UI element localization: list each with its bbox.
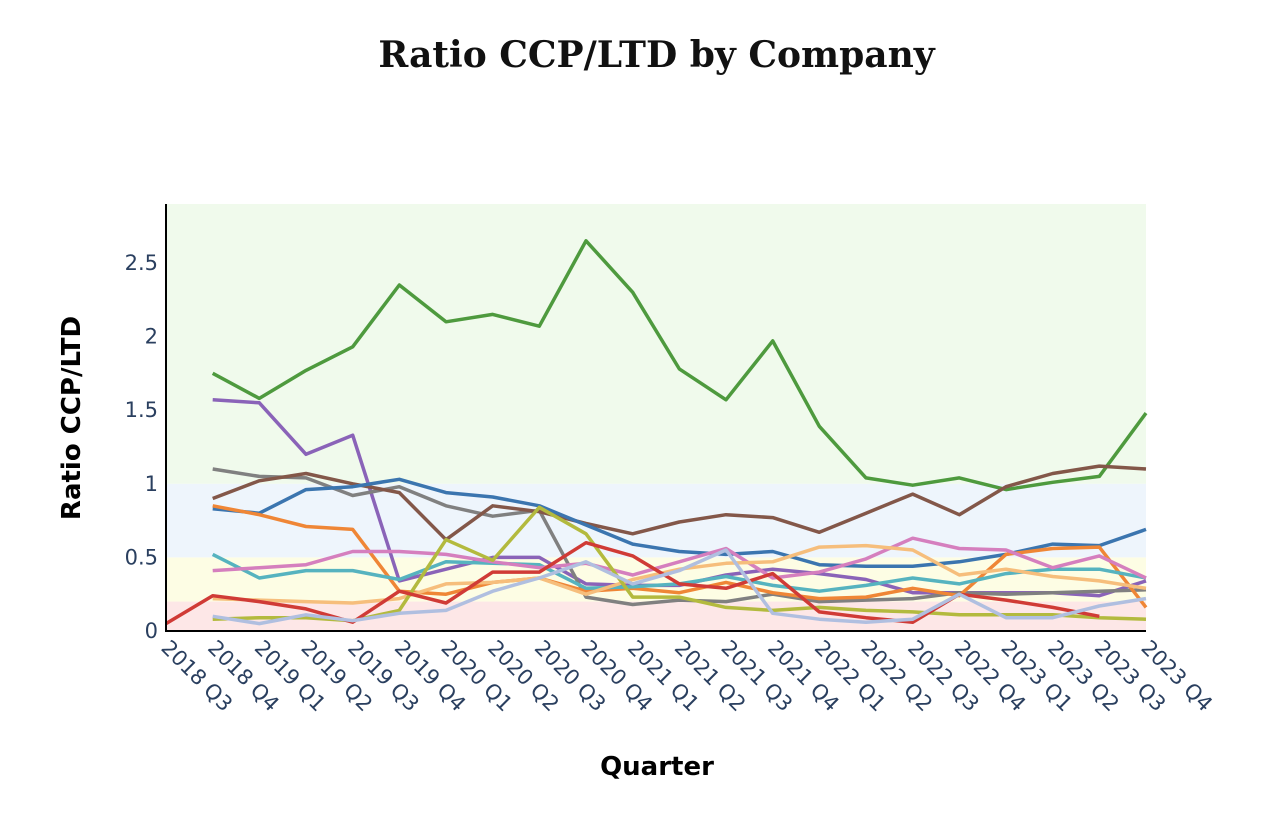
background-band-3 (166, 204, 1146, 484)
series-line-7 (212, 536, 1147, 580)
chart-title: Ratio CCP/LTD by Company (378, 34, 935, 76)
series-line-0 (211, 239, 1148, 492)
axes (165, 204, 1146, 632)
y-tick-label: 2 (145, 325, 158, 349)
series-lines (165, 239, 1148, 626)
y-tick-label: 0 (145, 619, 158, 643)
y-tick-label: 2.5 (125, 251, 158, 275)
series-line-2 (212, 467, 1147, 607)
series-line-4 (212, 477, 1147, 568)
series-line-3 (212, 464, 1147, 542)
y-tick-labels: 0 0.5 1 1.5 2 2.5 (125, 251, 158, 643)
y-tick-label: 0.5 (125, 545, 158, 569)
x-axis-label: Quarter (600, 752, 714, 782)
y-tick-label: 1.5 (125, 398, 158, 422)
y-tick-label: 1 (145, 472, 158, 496)
background-bands (166, 204, 1146, 631)
series-line-11 (212, 548, 1147, 626)
background-band-2 (166, 483, 1146, 558)
